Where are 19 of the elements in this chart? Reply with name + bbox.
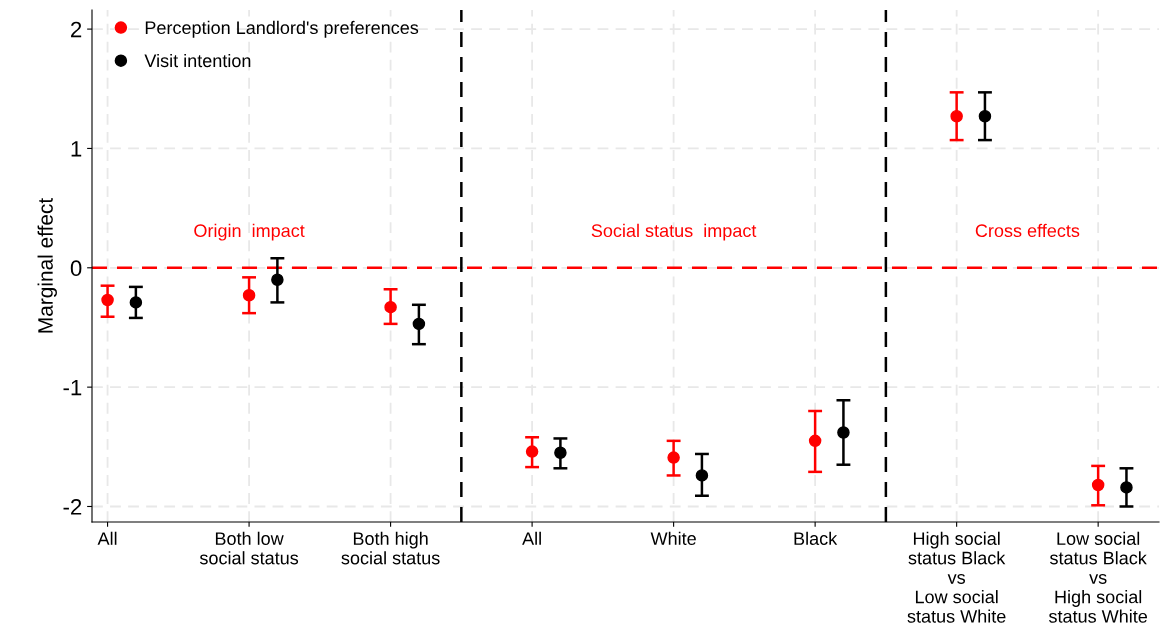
y-tick-label: -1 — [63, 379, 82, 396]
x-tick-label: Both low social status — [199, 531, 299, 565]
y-tick-label: 1 — [71, 141, 82, 157]
x-tick-label: Black — [794, 531, 838, 545]
x-tick-label: High social status Black vs Low social status White — [907, 531, 1006, 623]
x-tick-label: White — [650, 531, 696, 545]
x-tick-label: Both high social status — [341, 531, 440, 565]
annotation: Social status impact — [591, 223, 757, 241]
x-tick-label: Low social status Black vs High social status White — [1048, 531, 1148, 623]
annotation: Origin impact — [194, 223, 305, 241]
x-tick-label: All — [97, 531, 117, 545]
legend-label: Perception Landlord's preferences — [145, 20, 419, 38]
y-tick-label: -2 — [63, 499, 82, 515]
y-tick-label: 2 — [71, 21, 82, 38]
legend-label: Visit intention — [144, 53, 251, 68]
y-tick-label: 0 — [70, 260, 82, 277]
x-tick-label: All — [522, 531, 541, 545]
annotation: Cross effects — [975, 223, 1080, 238]
y-axis-title: Marginal effect — [37, 198, 57, 333]
